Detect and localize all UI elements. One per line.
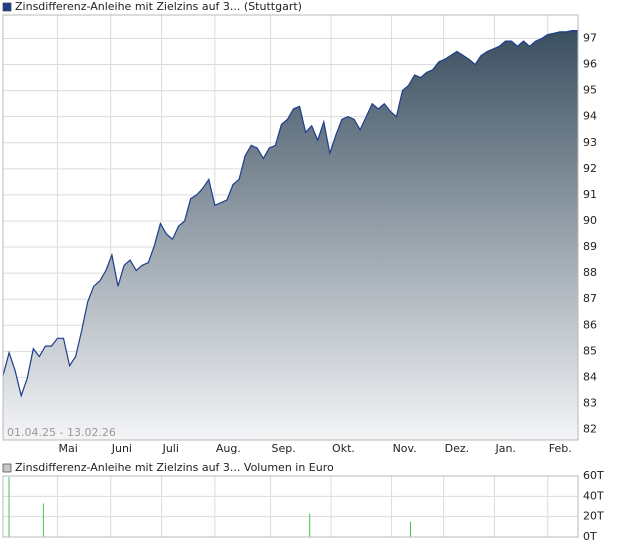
legend-label: Zinsdifferenz-Anleihe mit Zielzins auf 3… [15, 0, 302, 13]
y-tick-label: 40T [583, 489, 604, 502]
y-tick-label: 89 [583, 240, 597, 253]
y-tick-label: 86 [583, 318, 597, 331]
x-tick-label: Juli [162, 442, 179, 455]
y-tick-label: 90 [583, 214, 597, 227]
y-tick-label: 60T [583, 469, 604, 482]
x-tick-label: Sep. [272, 442, 296, 455]
plot-frame [2, 14, 579, 441]
area [3, 30, 578, 440]
bar [8, 477, 10, 537]
y-tick-label: 84 [583, 370, 597, 383]
y-tick-label: 85 [583, 344, 597, 357]
y-tick-label: 92 [583, 162, 597, 175]
y-tick-label: 91 [583, 188, 597, 201]
y-tick-label: 83 [583, 396, 597, 409]
bar [309, 513, 311, 537]
y-tick-label: 95 [583, 84, 597, 97]
x-tick-label: Okt. [332, 442, 355, 455]
x-tick-label: Nov. [393, 442, 417, 455]
x-tick-label: Dez. [445, 442, 470, 455]
y-tick-label: 93 [583, 136, 597, 149]
x-tick-label: Juni [111, 442, 132, 455]
y-tick-label: 0T [583, 530, 597, 543]
legend-swatch [2, 2, 12, 12]
bar [42, 503, 44, 537]
legend-swatch [2, 463, 12, 473]
date-range: 01.04.25 - 13.02.26 [7, 426, 116, 439]
y-tick-label: 87 [583, 292, 597, 305]
line [2, 30, 578, 398]
y-tick-label: 96 [583, 58, 597, 71]
bar [410, 521, 412, 537]
plot-frame [2, 475, 579, 538]
legend-label: Zinsdifferenz-Anleihe mit Zielzins auf 3… [15, 461, 334, 474]
y-tick-label: 97 [583, 31, 597, 44]
y-tick-label: 20T [583, 510, 604, 523]
x-tick-label: Jan. [494, 442, 515, 455]
x-tick-label: Mai [58, 442, 77, 455]
y-tick-label: 82 [583, 423, 597, 436]
y-tick-label: 88 [583, 266, 597, 279]
x-tick-label: Feb. [549, 442, 572, 455]
x-tick-label: Aug. [216, 442, 241, 455]
y-tick-label: 94 [583, 110, 597, 123]
